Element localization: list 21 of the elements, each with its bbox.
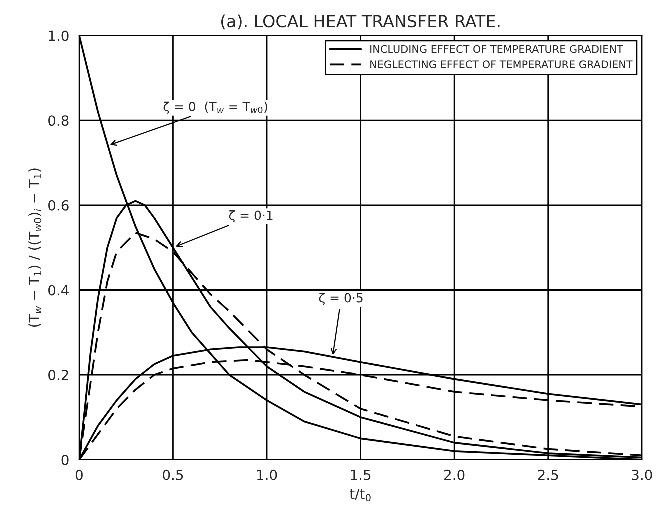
chart-title: (a). LOCAL HEAT TRANSFER RATE. <box>221 14 500 30</box>
annotation: ζ = 0·5 <box>319 293 363 306</box>
x-tick-label: 2.5 <box>538 470 558 480</box>
annotation: ζ = 0 (T$_{w}$ = T$_{w0}$) <box>164 102 268 114</box>
legend-label: NEGLECTING EFFECT OF TEMPERATURE GRADIENT <box>370 60 633 68</box>
y-tick-label: 0.8 <box>48 116 69 126</box>
y-tick-label: 0.4 <box>48 285 69 296</box>
y-tick-label: 0.2 <box>48 370 68 381</box>
y-tick-label: 0 <box>62 454 69 466</box>
x-tick-label: 0.5 <box>163 470 184 480</box>
legend-label: INCLUDING EFFECT OF TEMPERATURE GRADIENT <box>370 45 624 54</box>
x-tick-label: 0 <box>76 470 83 480</box>
x-tick-label: 1.0 <box>257 470 278 480</box>
x-tick-label: 3.0 <box>632 470 652 480</box>
x-tick-label: 1.5 <box>351 470 371 480</box>
x-tick-label: 2.0 <box>444 470 465 480</box>
x-axis-title: t/t$_{0}$ <box>350 489 371 502</box>
y-tick-label: 0.6 <box>48 200 69 211</box>
y-tick-label: 1.0 <box>49 30 69 42</box>
annotation: ζ = 0·1 <box>229 210 273 223</box>
text: (T$_{w}$ − T$_{1}$) / ((T$_{w0}$)$_{i}$ − T$_{1}$) <box>28 168 42 327</box>
